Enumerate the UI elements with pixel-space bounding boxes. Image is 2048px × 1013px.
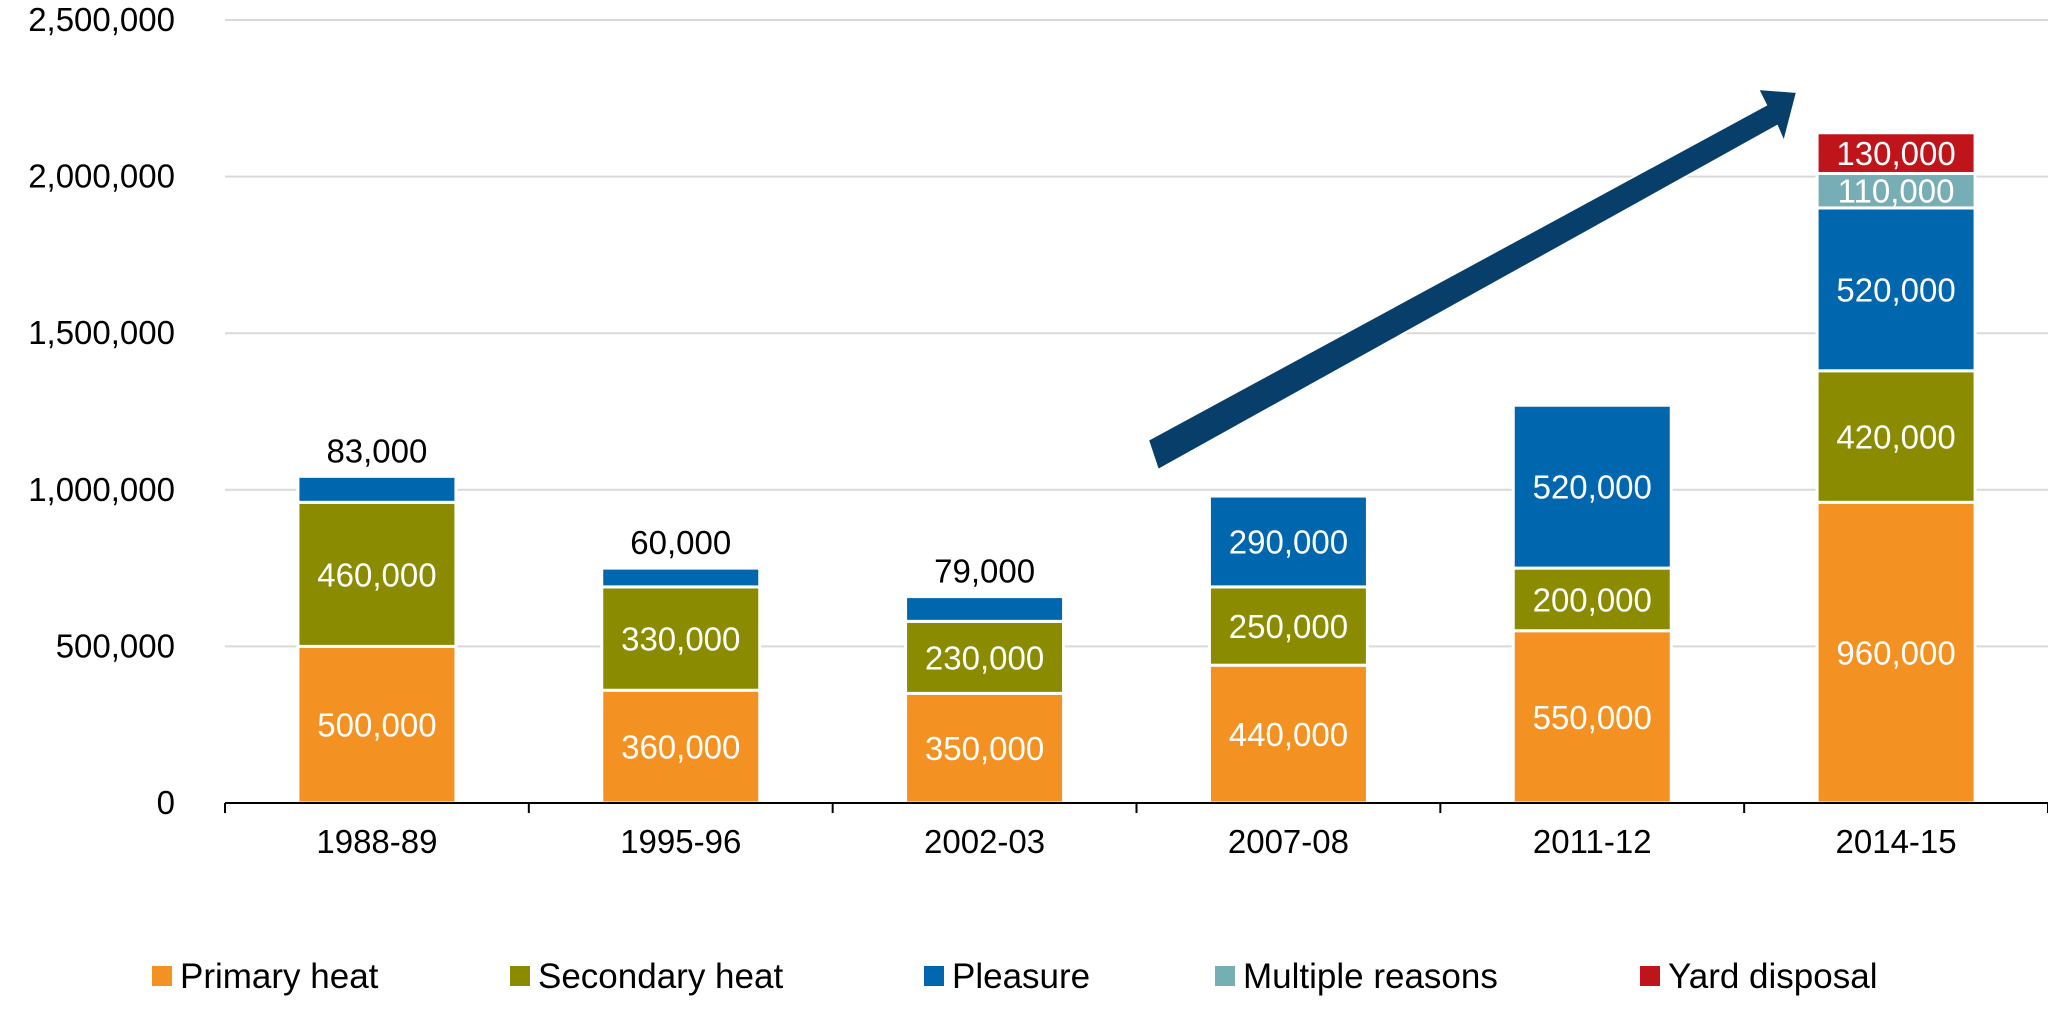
bar-segment-yard-disposal [1815, 131, 1977, 175]
y-tick-label: 1,000,000 [28, 471, 175, 508]
x-tick-label: 2011-12 [1533, 823, 1652, 860]
x-tick-label: 1995-96 [620, 823, 741, 860]
y-tick-label: 1,500,000 [28, 314, 175, 351]
data-label: 350,000 [925, 730, 1044, 767]
bar-segment-primary-heat [1815, 500, 1977, 805]
data-label: 360,000 [621, 729, 740, 766]
data-label: 520,000 [1533, 469, 1652, 506]
data-label: 420,000 [1836, 419, 1955, 456]
x-tick-label: 2014-15 [1836, 823, 1957, 860]
legend-label: Yard disposal [1668, 957, 1877, 996]
data-label: 550,000 [1533, 699, 1652, 736]
bar-segment-pleasure [1207, 494, 1369, 589]
y-tick-label: 2,500,000 [28, 1, 175, 38]
legend-swatch [510, 966, 530, 986]
data-label: 83,000 [326, 432, 427, 469]
data-label: 130,000 [1836, 135, 1955, 172]
bar-segment-secondary-heat [1207, 585, 1369, 667]
legend-swatch [924, 966, 944, 986]
bar-segment-pleasure [904, 595, 1066, 623]
trend-arrow [1146, 87, 1799, 472]
data-label: 230,000 [925, 639, 1044, 676]
bar-segment-primary-heat [296, 644, 458, 805]
data-label: 250,000 [1229, 608, 1348, 645]
bar-segment-primary-heat [1511, 629, 1673, 805]
data-label: 520,000 [1836, 271, 1955, 308]
bar-segment-multiple-reasons [1815, 171, 1977, 210]
x-tick-label: 2002-03 [924, 823, 1045, 860]
bar-segment-pleasure [600, 566, 762, 589]
legend-label: Primary heat [180, 957, 379, 996]
y-tick-label: 2,000,000 [28, 158, 175, 195]
data-label: 440,000 [1229, 716, 1348, 753]
legend-label: Secondary heat [538, 957, 783, 996]
legend-swatch [1215, 966, 1235, 986]
legend-swatch [152, 966, 172, 986]
data-label: 500,000 [317, 707, 436, 744]
data-label: 330,000 [621, 621, 740, 658]
bar-segment-pleasure [1511, 403, 1673, 570]
legend-swatch [1640, 966, 1660, 986]
bar-segment-primary-heat [1207, 663, 1369, 805]
y-tick-label: 0 [157, 784, 175, 821]
data-label: 960,000 [1836, 635, 1955, 672]
bar-segment-secondary-heat [1815, 369, 1977, 504]
bar-segment-secondary-heat [296, 500, 458, 648]
y-tick-label: 500,000 [56, 627, 175, 664]
legend-label: Pleasure [952, 957, 1090, 996]
data-label: 200,000 [1533, 581, 1652, 618]
data-label: 110,000 [1838, 173, 1955, 210]
x-tick-label: 2007-08 [1228, 823, 1349, 860]
legend-label: Multiple reasons [1243, 957, 1498, 996]
data-label: 60,000 [630, 524, 731, 561]
data-label: 460,000 [317, 556, 436, 593]
x-tick-label: 1988-89 [316, 823, 437, 860]
data-label: 290,000 [1229, 523, 1348, 560]
data-label: 79,000 [934, 553, 1035, 590]
bar-segment-pleasure [1815, 206, 1977, 373]
bar-segment-pleasure [296, 474, 458, 504]
